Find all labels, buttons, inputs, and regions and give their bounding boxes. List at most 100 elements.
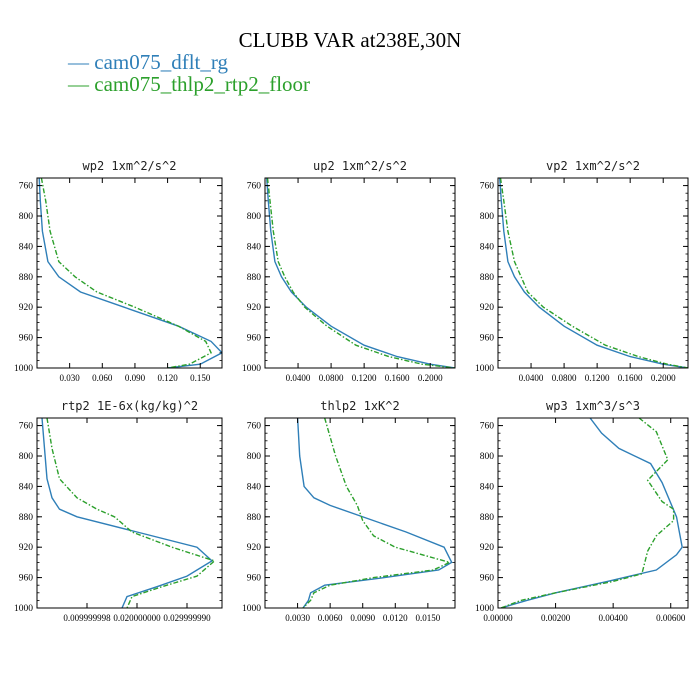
y-tick-label: 920 [19, 543, 34, 553]
x-tick-label: 0.00400 [599, 613, 629, 623]
x-tick-label: 0.0150 [415, 613, 440, 623]
legend-entry-dflt: — cam075_dflt_rg [68, 50, 229, 74]
series-line-0 [266, 178, 455, 368]
x-tick-label: 0.090 [125, 373, 146, 383]
x-tick-label: 0.060 [92, 373, 113, 383]
series-line-1 [499, 178, 688, 368]
x-tick-label: 0.0400 [519, 373, 544, 383]
series-line-0 [296, 418, 453, 608]
y-tick-label: 960 [480, 574, 495, 584]
y-tick-label: 840 [480, 482, 495, 492]
x-tick-label: 0.029999990 [163, 613, 211, 623]
x-tick-label: 0.2000 [651, 373, 676, 383]
panel-1: up2 1xm^2/s^2 760 800 840 880 920 960 1000 0.040… [242, 159, 456, 383]
series-line-0 [500, 418, 683, 608]
series-line-1 [46, 418, 216, 608]
series-line-0 [38, 178, 222, 368]
series-line-1 [302, 418, 452, 608]
x-tick-label: 0.0120 [383, 613, 408, 623]
x-tick-label: 0.2000 [418, 373, 443, 383]
y-tick-label: 760 [247, 422, 262, 432]
x-tick-label: 0.00200 [541, 613, 571, 623]
panel-frame [497, 177, 689, 369]
series-line-0 [41, 418, 214, 608]
x-tick-label: 0.0090 [350, 613, 375, 623]
panel-title: wp2 1xm^2/s^2 [83, 159, 177, 173]
panel-frame [497, 417, 689, 609]
y-tick-label: 800 [247, 452, 262, 462]
y-tick-label: 1000 [14, 604, 33, 614]
y-tick-label: 880 [480, 273, 495, 283]
panel-title: thlp2 1xK^2 [320, 399, 399, 413]
x-tick-label: 0.0030 [285, 613, 310, 623]
x-tick-label: 0.009999998 [63, 613, 111, 623]
y-tick-label: 880 [247, 513, 262, 523]
y-tick-label: 840 [247, 482, 262, 492]
y-tick-label: 920 [480, 543, 495, 553]
x-tick-label: 0.150 [190, 373, 211, 383]
x-tick-label: 0.0800 [552, 373, 577, 383]
y-tick-label: 960 [247, 574, 262, 584]
panel-title: up2 1xm^2/s^2 [313, 159, 407, 173]
panel-5: wp3 1xm^3/s^3 760 800 840 880 920 960 10000.000… [475, 399, 689, 623]
y-tick-label: 800 [247, 212, 262, 222]
panel-title: wp3 1xm^3/s^3 [546, 399, 640, 413]
y-tick-label: 840 [19, 482, 34, 492]
x-tick-label: 0.020000000 [113, 613, 161, 623]
x-tick-label: 0.00600 [656, 613, 686, 623]
y-tick-label: 1000 [14, 364, 33, 374]
series-line-0 [499, 178, 688, 368]
panel-frame [264, 417, 456, 609]
panel-frame [36, 177, 223, 369]
x-tick-label: 0.1600 [385, 373, 410, 383]
panel-frame [264, 177, 456, 369]
panel-title: rtp2 1E-6x(kg/kg)^2 [61, 399, 198, 413]
y-tick-label: 760 [480, 182, 495, 192]
y-tick-label: 1000 [475, 364, 494, 374]
panel-0: wp2 1xm^2/s^2 760 800 840 880 920 960 1000 0.030… [14, 159, 223, 383]
x-tick-label: 0.1200 [585, 373, 610, 383]
y-tick-label: 760 [19, 182, 34, 192]
y-tick-label: 840 [19, 242, 34, 252]
y-tick-label: 800 [480, 212, 495, 222]
y-tick-label: 880 [247, 273, 262, 283]
y-tick-label: 880 [480, 513, 495, 523]
y-tick-label: 1000 [242, 364, 261, 374]
y-tick-label: 920 [19, 303, 34, 313]
y-tick-label: 800 [19, 212, 34, 222]
series-line-1 [500, 418, 675, 608]
y-tick-label: 920 [480, 303, 495, 313]
panel-title: vp2 1xm^2/s^2 [546, 159, 640, 173]
panel-frame [36, 417, 223, 609]
x-tick-label: 0.00000 [483, 613, 513, 623]
panel-4: thlp2 1xK^2 760 800 840 880 920 960 1000 0.0030 0… [242, 399, 456, 623]
y-tick-label: 920 [247, 543, 262, 553]
x-tick-label: 0.0800 [319, 373, 344, 383]
y-tick-label: 880 [19, 273, 34, 283]
y-tick-label: 760 [480, 422, 495, 432]
x-tick-label: 0.1200 [352, 373, 377, 383]
y-tick-label: 1000 [475, 604, 494, 614]
legend-entry-floor: — cam075_thlp2_rtp2_floor [68, 72, 311, 96]
series-line-1 [40, 178, 213, 368]
x-tick-label: 0.0400 [286, 373, 311, 383]
y-tick-label: 760 [19, 422, 34, 432]
x-tick-label: 0.030 [60, 373, 81, 383]
figure-title: CLUBB VAR at238E,30N [238, 28, 462, 52]
y-tick-label: 960 [19, 574, 34, 584]
y-tick-label: 880 [19, 513, 34, 523]
y-tick-label: 800 [480, 452, 495, 462]
y-tick-label: 920 [247, 303, 262, 313]
y-tick-label: 800 [19, 452, 34, 462]
y-tick-label: 840 [247, 242, 262, 252]
x-tick-label: 0.0060 [318, 613, 343, 623]
x-tick-label: 0.1600 [618, 373, 643, 383]
y-tick-label: 960 [247, 334, 262, 344]
y-tick-label: 760 [247, 182, 262, 192]
y-tick-label: 960 [480, 334, 495, 344]
series-line-1 [266, 178, 455, 368]
x-tick-label: 0.120 [157, 373, 178, 383]
panel-2: vp2 1xm^2/s^2 760 800 840 880 920 960 1000 0.040… [475, 159, 689, 383]
y-tick-label: 840 [480, 242, 495, 252]
